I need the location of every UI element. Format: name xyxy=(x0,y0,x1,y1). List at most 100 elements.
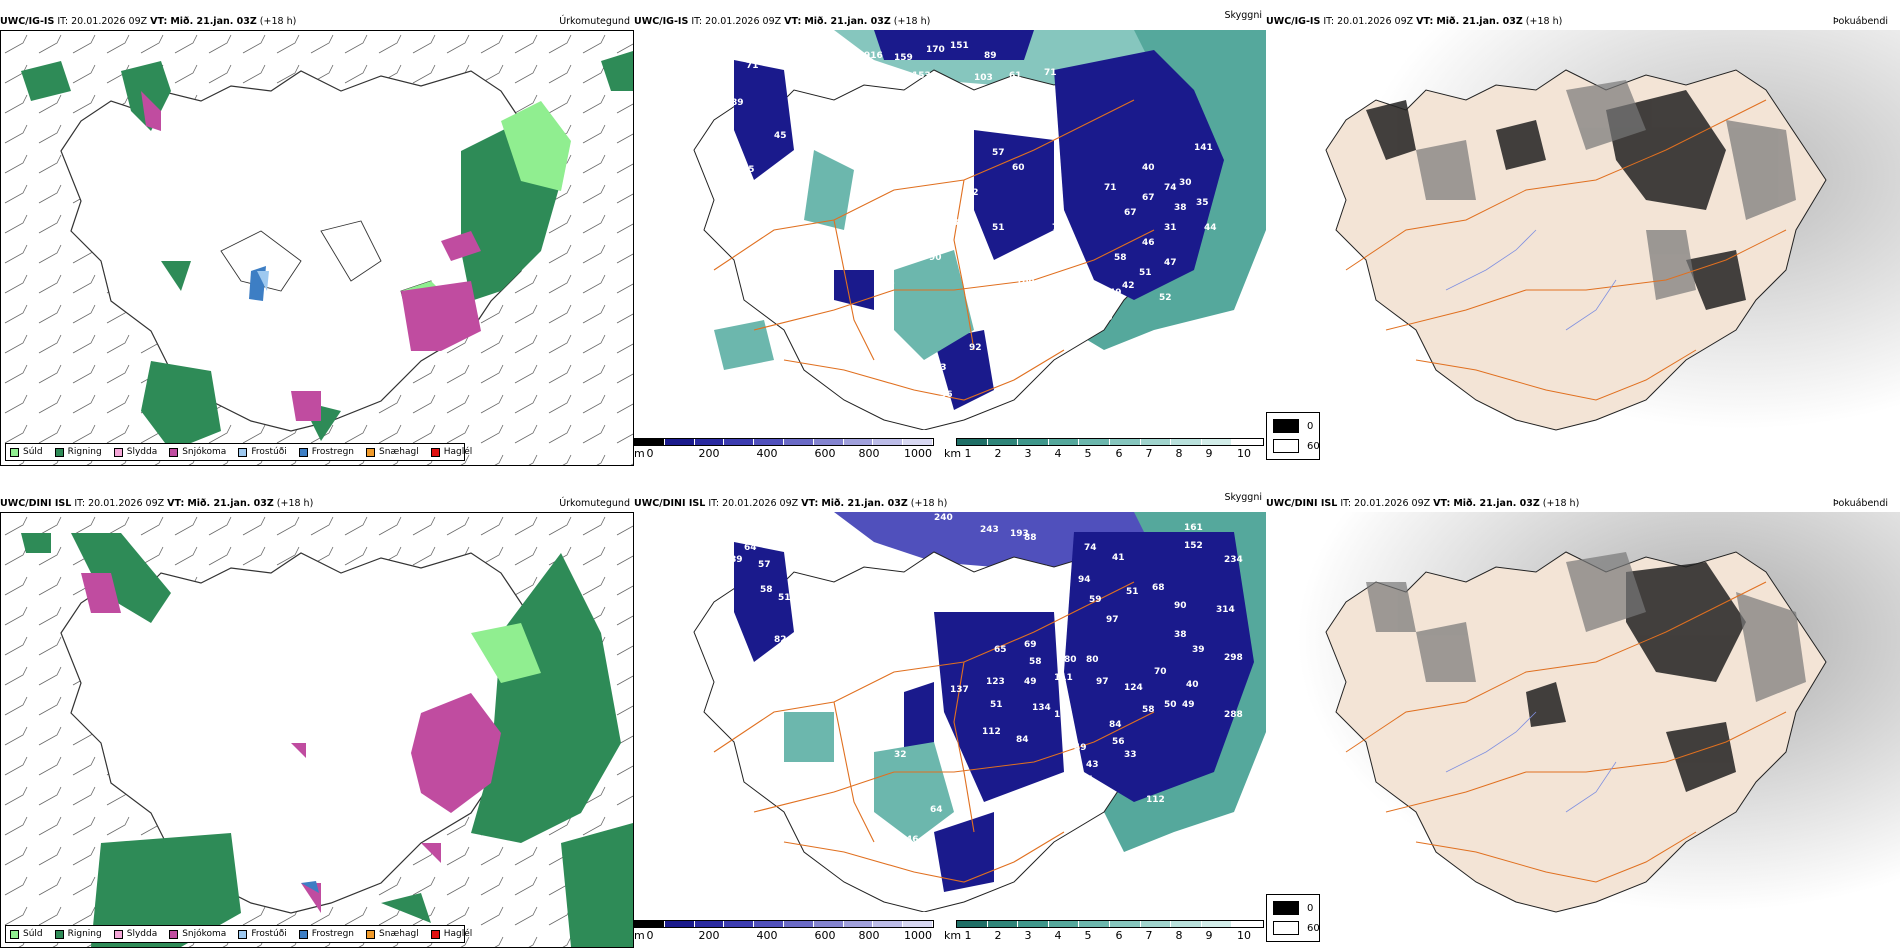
vt-label: VT: xyxy=(1433,498,1451,509)
cloudbase-swatch xyxy=(694,921,725,927)
visibility-swatch xyxy=(1048,921,1080,927)
visibility-swatch xyxy=(1109,439,1141,445)
cloud-label: 240 xyxy=(934,513,953,523)
cloud-label: 60 xyxy=(1012,163,1025,173)
cloud-label: 57 xyxy=(758,560,771,570)
cloud-label: 80 xyxy=(1064,655,1077,665)
visibility-swatch xyxy=(1079,439,1110,445)
vt-value: Mið. 21.jan. 03Z xyxy=(1436,16,1523,27)
cloud-label: 142 xyxy=(1054,710,1073,720)
cloudbase-swatch xyxy=(754,921,784,927)
cloud-label: 71 xyxy=(746,61,759,71)
cloudbase-swatch xyxy=(813,439,844,445)
cloudbase-tick: 800 xyxy=(858,447,880,460)
panel-title: Skyggni xyxy=(1224,492,1262,503)
panel-title: Þokuábendi xyxy=(1832,16,1888,27)
legend-item-frostregn: Frostregn xyxy=(298,447,354,457)
legend-item-rigning: Rigning xyxy=(54,447,102,457)
cloud-label: 50 xyxy=(1099,787,1112,797)
cloud-label: 92 xyxy=(969,343,982,353)
fog-map-svg xyxy=(1266,512,1900,932)
cloud-label: 82 xyxy=(774,653,787,663)
panel-title: Úrkomutegund xyxy=(559,498,630,509)
visibility-swatch xyxy=(1232,439,1263,445)
visibility-colorbar: km 1 2 3 4 5 6 7 8 9 10 xyxy=(944,920,1266,944)
cloud-label: 916 xyxy=(864,51,883,61)
cloudbase-colorbar: m 0 200 400 600 800 1000 xyxy=(634,920,940,944)
cloud-label: 75 xyxy=(944,198,957,208)
visibility-swatch xyxy=(1109,921,1141,927)
cloud-label: 68 xyxy=(930,208,943,218)
cloud-label: 49 xyxy=(1039,115,1052,125)
it-value: 20.01.2026 09Z xyxy=(88,498,165,509)
panel-header: UWC/DINI ISL IT: 20.01.2026 09Z VT: Mið.… xyxy=(634,492,1266,512)
visibility-swatch xyxy=(987,439,1019,445)
cloudbase-bar xyxy=(634,920,934,928)
legend-swatch xyxy=(238,929,248,939)
cloud-label: 89 xyxy=(731,98,744,108)
it-value: 20.01.2026 09Z xyxy=(705,16,782,27)
cloud-label: 71 xyxy=(1104,183,1117,193)
it-label: IT: xyxy=(1340,498,1352,509)
cloudbase-swatch xyxy=(694,439,725,445)
legend-swatch xyxy=(430,929,440,939)
fog-legend-low: 0 xyxy=(1273,419,1313,433)
cloudbase-swatch xyxy=(783,439,814,445)
fog-legend-high: 60 xyxy=(1273,921,1320,935)
cloudbase-tick: 600 xyxy=(814,447,836,460)
cloud-label: 67 xyxy=(1142,193,1155,203)
cloudbase-unit: m xyxy=(634,447,645,460)
cloud-label: 12 xyxy=(909,203,922,213)
cloud-label: 155 xyxy=(1074,775,1093,785)
cloudbase-swatch xyxy=(903,439,933,445)
lead-time: (+18 h) xyxy=(1542,498,1580,509)
legend-swatch xyxy=(430,447,440,457)
precip-map-svg xyxy=(1,31,633,465)
cloud-label: 109 xyxy=(1016,278,1035,288)
cloud-label: 97 xyxy=(1096,677,1109,687)
visibility-tick: 7 xyxy=(1145,447,1153,460)
cloud-label: 51 xyxy=(1139,268,1152,278)
cloud-label: 151 xyxy=(950,41,969,51)
cloud-label: 89 xyxy=(730,555,743,565)
cloud-label: 141 xyxy=(1194,143,1213,153)
cloud-label: 58 xyxy=(1142,705,1155,715)
cloud-label: 41 xyxy=(1112,553,1125,563)
legend-swatch xyxy=(169,929,179,939)
visibility-tick: 7 xyxy=(1145,929,1153,942)
cloud-label: 82 xyxy=(774,635,787,645)
cloud-label: 193 xyxy=(1010,529,1029,539)
legend-item-snaehagl: Snæhagl xyxy=(366,929,419,939)
cloud-label: 46 xyxy=(906,835,919,845)
visibility-tick: 3 xyxy=(1024,447,1032,460)
cloud-label: 51 xyxy=(778,593,791,603)
visibility-tick: 5 xyxy=(1084,447,1092,460)
precip-map: Súld Rigning Slydda Snjókoma Frostúði Fr… xyxy=(0,30,634,466)
cloud-label: 111 xyxy=(1054,673,1073,683)
cloud-label: 159 xyxy=(894,53,913,63)
panel-header: UWC/IG-IS IT: 20.01.2026 09Z VT: Mið. 21… xyxy=(0,14,634,30)
cloud-panel-row2: UWC/DINI ISL IT: 20.01.2026 09Z VT: Mið.… xyxy=(634,492,1266,948)
visibility-tick: 3 xyxy=(1024,929,1032,942)
cloudbase-tick: 400 xyxy=(756,929,778,942)
it-value: 20.01.2026 09Z xyxy=(722,498,799,509)
cloud-label: 57 xyxy=(992,148,1005,158)
cloud-label: 90 xyxy=(939,123,952,133)
cloud-label: 153 xyxy=(912,71,931,81)
cloudbase-swatch xyxy=(635,921,665,927)
cloud-label: 49 xyxy=(1074,743,1087,753)
cloud-map: 71 916 159 170 151 89 61 71 153 103 59 4… xyxy=(634,30,1266,431)
vt-value: Mið. 21.jan. 03Z xyxy=(170,16,257,27)
precip-map-svg xyxy=(1,513,633,947)
cloudbase-swatch xyxy=(754,439,784,445)
cloud-label: 51 xyxy=(992,223,1005,233)
cloud-label: 152 xyxy=(1184,541,1203,551)
vt-value: Mið. 21.jan. 03Z xyxy=(821,498,908,509)
cloudbase-swatch xyxy=(873,921,904,927)
cloudbase-swatch xyxy=(664,921,695,927)
cloud-label: 31 xyxy=(1164,223,1177,233)
visibility-swatch xyxy=(957,439,988,445)
cloud-label: 61 xyxy=(1009,71,1022,81)
legend-item-snaehagl: Snæhagl xyxy=(366,447,419,457)
legend-swatch xyxy=(238,447,248,457)
